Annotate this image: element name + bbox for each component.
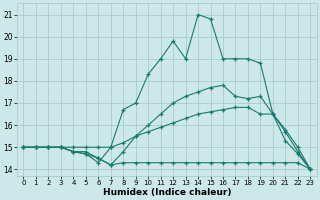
X-axis label: Humidex (Indice chaleur): Humidex (Indice chaleur) [103,188,231,197]
